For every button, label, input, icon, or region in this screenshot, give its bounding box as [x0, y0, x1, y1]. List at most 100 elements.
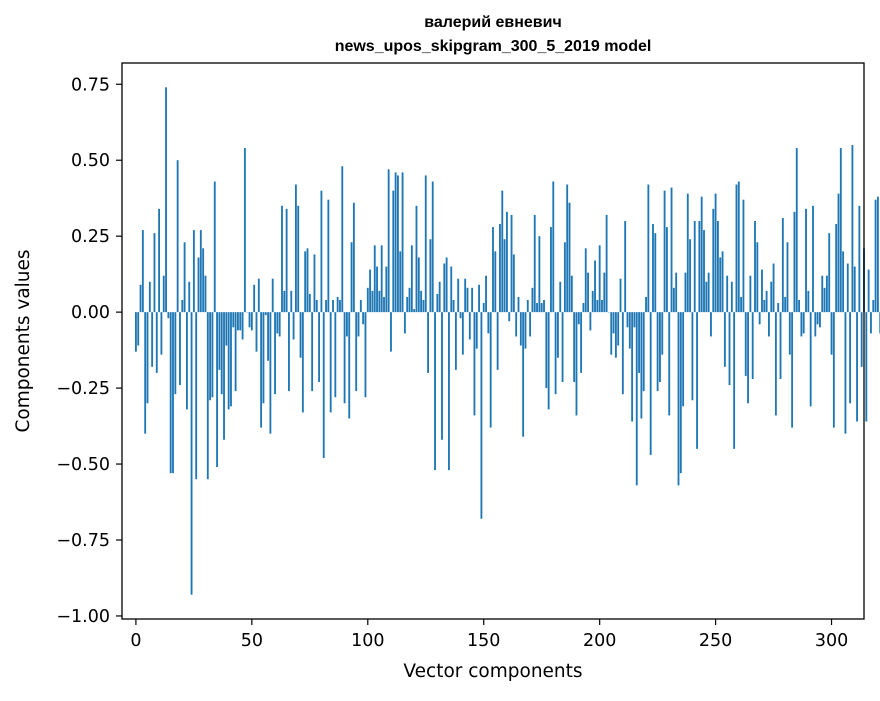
bar	[506, 212, 508, 312]
bar	[643, 312, 645, 391]
y-axis-label: Components values	[13, 249, 34, 432]
bar	[585, 248, 587, 312]
bar	[703, 230, 705, 312]
bar	[177, 160, 179, 312]
bar	[550, 227, 552, 312]
bar	[232, 312, 234, 327]
bar	[207, 312, 209, 479]
bar	[230, 312, 232, 406]
bar	[722, 251, 724, 312]
bar	[362, 312, 364, 324]
bar	[341, 166, 343, 312]
bar	[548, 312, 550, 409]
bar	[689, 239, 691, 312]
bar	[376, 267, 378, 313]
bar	[710, 312, 712, 336]
bar	[749, 276, 751, 312]
bar	[522, 312, 524, 437]
y-tick-label: 0.75	[71, 75, 110, 95]
bar	[480, 312, 482, 519]
bar	[300, 312, 302, 358]
bar	[847, 264, 849, 313]
bar	[395, 172, 397, 312]
bar	[592, 291, 594, 312]
bar	[492, 227, 494, 312]
bar	[819, 312, 821, 327]
bar	[223, 312, 225, 440]
x-tick-label: 0	[130, 631, 141, 651]
bar	[777, 303, 779, 312]
bar	[279, 312, 281, 336]
bar	[610, 312, 612, 355]
bar	[374, 245, 376, 312]
bar	[743, 200, 745, 312]
bar	[562, 312, 564, 382]
bar	[137, 312, 139, 345]
bar	[323, 312, 325, 458]
bar	[186, 312, 188, 409]
bar	[191, 312, 193, 595]
bar	[448, 312, 450, 470]
bar	[140, 285, 142, 312]
bar	[218, 312, 220, 370]
bar	[432, 181, 434, 312]
bar	[603, 273, 605, 313]
bar	[840, 148, 842, 312]
bar	[330, 312, 332, 412]
x-tick-label: 250	[699, 631, 732, 651]
bar	[552, 181, 554, 312]
bar	[650, 312, 652, 455]
bar	[583, 303, 585, 312]
bar	[759, 312, 761, 324]
bar	[198, 257, 200, 312]
bar	[791, 312, 793, 427]
bar	[576, 312, 578, 415]
bar	[529, 312, 531, 336]
bar	[613, 312, 615, 333]
bar	[286, 209, 288, 312]
bar	[573, 312, 575, 382]
bar	[457, 279, 459, 312]
bar	[800, 312, 802, 336]
bar	[787, 242, 789, 312]
bar	[158, 209, 160, 312]
bar	[170, 312, 172, 473]
bar	[360, 300, 362, 312]
bar	[740, 297, 742, 312]
bar	[344, 312, 346, 403]
bar	[314, 254, 316, 312]
bar	[242, 312, 244, 339]
bar	[858, 206, 860, 312]
bar	[228, 312, 230, 409]
bar	[780, 312, 782, 379]
bar	[596, 300, 598, 312]
bar	[543, 300, 545, 312]
bar	[745, 312, 747, 376]
bar	[617, 312, 619, 345]
bar	[235, 312, 237, 391]
bar	[221, 312, 223, 394]
bar	[833, 312, 835, 427]
bar	[172, 312, 174, 473]
bar	[717, 221, 719, 312]
bar	[673, 288, 675, 312]
bar	[450, 267, 452, 313]
bar	[474, 312, 476, 415]
bar	[325, 300, 327, 312]
bar	[726, 276, 728, 312]
bar	[687, 194, 689, 312]
bar	[661, 312, 663, 355]
bar	[455, 312, 457, 370]
bar	[698, 221, 700, 312]
bar	[237, 312, 239, 330]
bar	[311, 312, 313, 391]
bar	[464, 279, 466, 312]
bar	[768, 312, 770, 336]
bar	[497, 312, 499, 370]
bar	[652, 224, 654, 312]
bar	[436, 294, 438, 312]
bar	[269, 312, 271, 434]
bar	[253, 285, 255, 312]
